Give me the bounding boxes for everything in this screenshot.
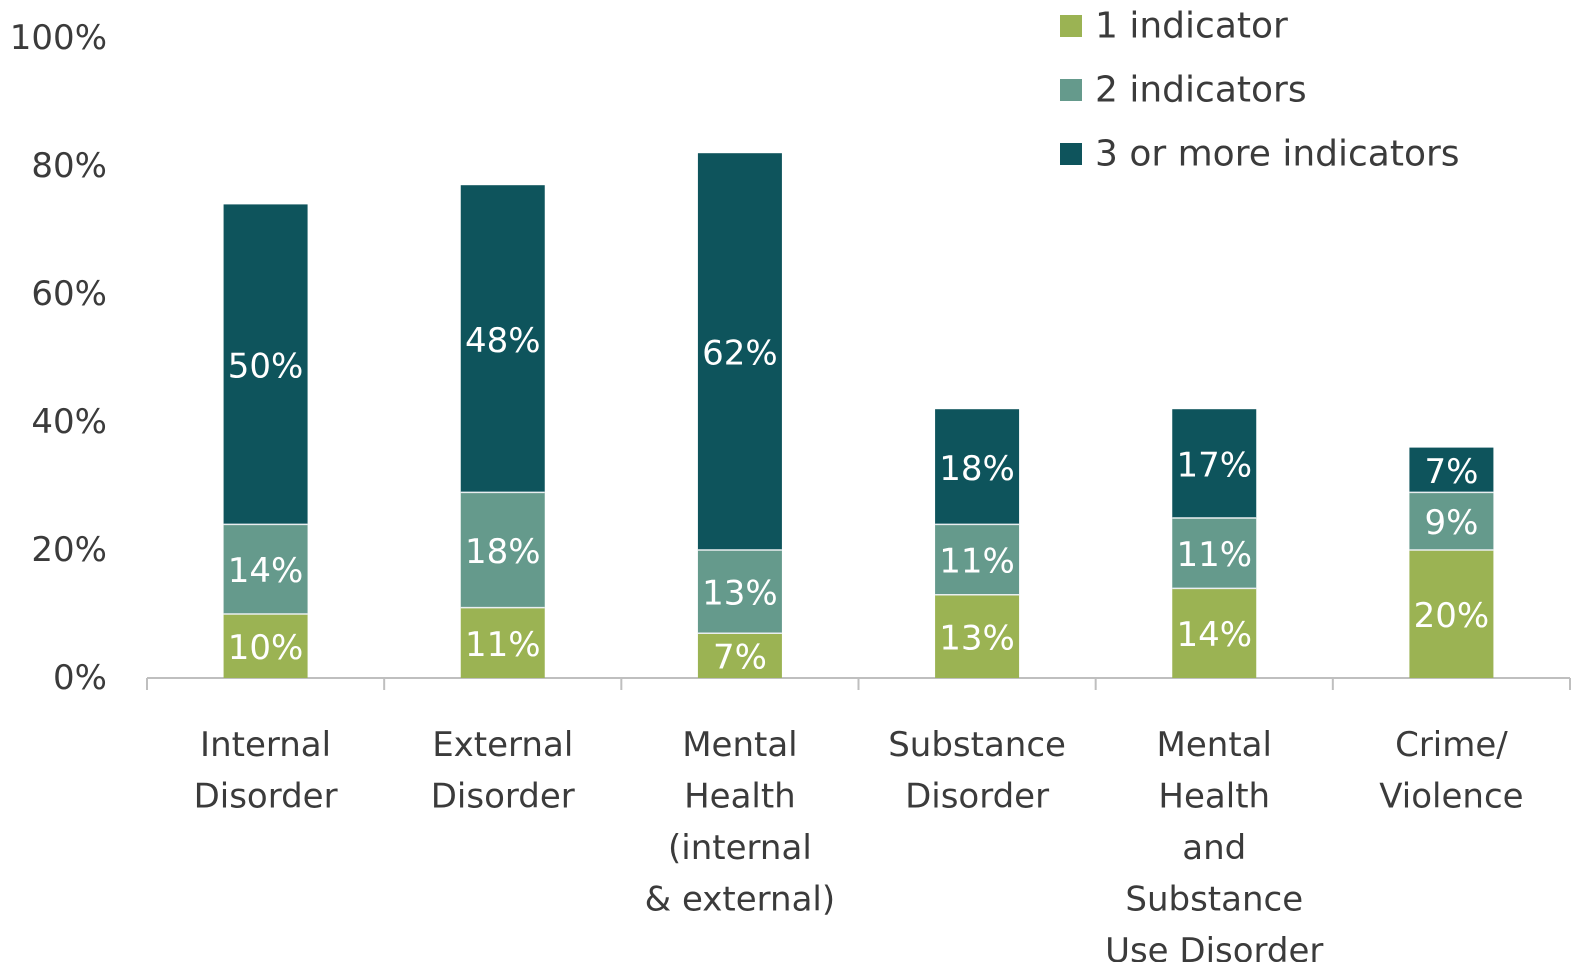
bar-segment xyxy=(460,185,545,493)
y-tick-label: 60% xyxy=(31,274,107,314)
legend-swatch xyxy=(1060,15,1082,37)
y-tick-label: 100% xyxy=(10,18,107,58)
x-category-label: External Disorder xyxy=(431,725,575,817)
bar-segment xyxy=(697,633,782,678)
y-tick-label: 40% xyxy=(31,402,107,442)
data-label: 14% xyxy=(228,551,304,591)
data-label: 14% xyxy=(1176,615,1252,655)
x-category-label: Mental Health and Substance Use Disorder xyxy=(1105,725,1323,962)
x-category-label: Mental Health (internal & external) xyxy=(645,725,836,920)
bar-segment xyxy=(1409,492,1494,550)
data-label: 10% xyxy=(228,628,304,668)
data-labels-layer: 10% 14% 50% 11% 18% 48% 7% 13% 62% 13% 11% 18% 14% 11… xyxy=(228,321,1489,678)
data-label: 50% xyxy=(228,346,304,386)
data-label: 7% xyxy=(713,638,767,678)
legend-label: 1 indicator xyxy=(1095,6,1288,47)
bar-segment xyxy=(1409,550,1494,678)
bar-segment xyxy=(1409,447,1494,493)
bar-segment xyxy=(697,153,782,550)
bar-segment xyxy=(223,524,308,614)
bar-segment xyxy=(460,607,545,678)
legend-label: 2 indicators xyxy=(1095,70,1307,111)
bar-segment xyxy=(697,550,782,634)
data-label: 17% xyxy=(1176,446,1252,486)
bar-segment xyxy=(1172,409,1257,518)
data-label: 11% xyxy=(939,542,1015,582)
bar-segment xyxy=(223,614,308,678)
bar-segment xyxy=(935,594,1020,678)
x-category-label: Internal Disorder xyxy=(194,725,338,817)
data-label: 9% xyxy=(1424,503,1478,543)
data-label: 48% xyxy=(465,321,541,361)
legend: 1 indicator 2 indicators 3 or more indicat… xyxy=(1060,6,1460,175)
bar-segment xyxy=(1172,588,1257,678)
bar-segment xyxy=(460,492,545,608)
bar-segment xyxy=(935,524,1020,595)
x-category-label: Crime/Violence xyxy=(1379,725,1523,817)
bar-segment xyxy=(935,409,1020,525)
y-tick-label: 80% xyxy=(31,146,107,186)
data-label: 20% xyxy=(1414,596,1490,636)
data-label: 18% xyxy=(939,449,1015,489)
data-label: 11% xyxy=(1176,535,1252,575)
data-label: 18% xyxy=(465,532,541,572)
bars-layer xyxy=(223,153,1494,678)
data-label: 62% xyxy=(702,334,778,374)
data-label: 13% xyxy=(939,618,1015,658)
bar-segment xyxy=(223,204,308,525)
x-category-label: Substance Disorder xyxy=(888,725,1066,817)
y-tick-label: 0% xyxy=(53,658,107,698)
legend-swatch xyxy=(1060,79,1082,101)
data-label: 13% xyxy=(702,574,778,614)
legend-swatch xyxy=(1060,143,1082,165)
y-tick-label: 20% xyxy=(31,530,107,570)
legend-label: 3 or more indicators xyxy=(1095,134,1460,175)
axis-layer: 0% 20% 40% 60% 80% 100% Internal Disorder Extern… xyxy=(10,18,1571,962)
data-label: 11% xyxy=(465,625,541,665)
data-label: 7% xyxy=(1424,452,1478,492)
bar-segment xyxy=(1172,518,1257,589)
